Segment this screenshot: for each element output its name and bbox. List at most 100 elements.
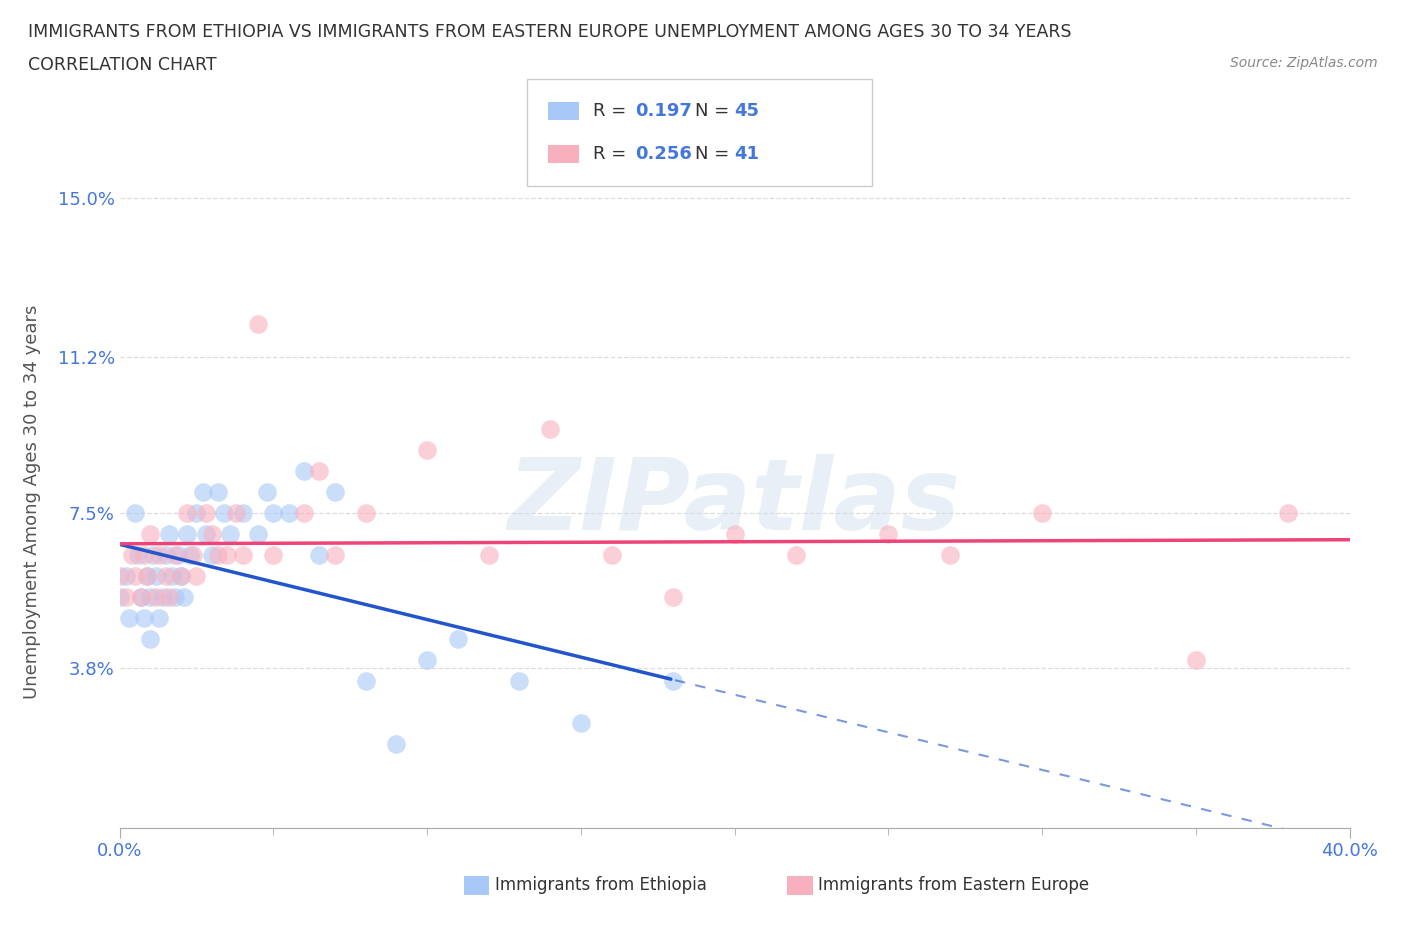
Point: [416, 443, 439, 458]
Point: [127, 547, 149, 562]
Text: Source: ZipAtlas.com: Source: ZipAtlas.com: [1230, 56, 1378, 70]
Point: [157, 590, 180, 604]
Point: [207, 485, 229, 499]
Point: [217, 547, 239, 562]
Point: [246, 316, 269, 331]
Point: [148, 547, 170, 562]
Point: [262, 505, 284, 520]
Point: [167, 547, 190, 562]
Point: [354, 673, 377, 688]
Point: [939, 547, 962, 562]
Point: [152, 590, 174, 604]
Point: [118, 610, 141, 625]
Text: Immigrants from Eastern Europe: Immigrants from Eastern Europe: [818, 876, 1090, 895]
Point: [508, 673, 530, 688]
Text: 41: 41: [734, 145, 759, 163]
Point: [723, 526, 745, 541]
Point: [129, 590, 152, 604]
Text: R =: R =: [593, 145, 633, 163]
Point: [292, 463, 315, 478]
Point: [256, 485, 278, 499]
Point: [477, 547, 501, 562]
Point: [142, 547, 165, 562]
Text: R =: R =: [593, 102, 633, 120]
Point: [600, 547, 623, 562]
Point: [194, 526, 217, 541]
Text: Immigrants from Ethiopia: Immigrants from Ethiopia: [495, 876, 707, 895]
Point: [212, 505, 235, 520]
Point: [132, 547, 156, 562]
Point: [145, 568, 167, 583]
Point: [277, 505, 299, 520]
Point: [170, 568, 193, 583]
Text: IMMIGRANTS FROM ETHIOPIA VS IMMIGRANTS FROM EASTERN EUROPE UNEMPLOYMENT AMONG AG: IMMIGRANTS FROM ETHIOPIA VS IMMIGRANTS F…: [28, 23, 1071, 41]
Point: [447, 631, 470, 646]
Point: [155, 547, 177, 562]
Point: [569, 715, 592, 730]
Point: [785, 547, 807, 562]
Point: [136, 568, 159, 583]
Point: [308, 547, 330, 562]
Text: CORRELATION CHART: CORRELATION CHART: [28, 56, 217, 73]
Point: [183, 547, 205, 562]
Point: [179, 547, 201, 562]
Point: [385, 737, 408, 751]
Point: [108, 568, 131, 583]
Point: [124, 568, 146, 583]
Point: [163, 590, 186, 604]
Point: [157, 526, 180, 541]
Point: [176, 526, 198, 541]
Point: [186, 505, 208, 520]
Point: [323, 547, 346, 562]
Point: [139, 526, 162, 541]
Point: [132, 610, 156, 625]
Point: [292, 505, 315, 520]
Point: [139, 631, 162, 646]
Text: 0.197: 0.197: [636, 102, 692, 120]
Point: [176, 505, 198, 520]
Point: [323, 485, 346, 499]
Point: [416, 652, 439, 667]
Text: ZIPatlas: ZIPatlas: [508, 454, 962, 551]
Point: [121, 547, 143, 562]
Point: [163, 547, 186, 562]
Point: [170, 568, 193, 583]
Point: [1031, 505, 1053, 520]
Text: 45: 45: [734, 102, 759, 120]
Point: [308, 463, 330, 478]
Text: 0.256: 0.256: [636, 145, 692, 163]
Point: [191, 485, 214, 499]
Point: [124, 505, 146, 520]
Point: [262, 547, 284, 562]
Point: [662, 673, 685, 688]
Point: [1185, 652, 1208, 667]
Point: [139, 590, 162, 604]
Point: [201, 526, 224, 541]
Point: [186, 568, 208, 583]
Point: [114, 590, 136, 604]
Point: [207, 547, 229, 562]
Point: [219, 526, 242, 541]
Text: N =: N =: [695, 145, 734, 163]
Point: [148, 610, 170, 625]
Point: [877, 526, 900, 541]
Point: [173, 590, 195, 604]
Y-axis label: Unemployment Among Ages 30 to 34 years: Unemployment Among Ages 30 to 34 years: [22, 305, 41, 699]
Point: [354, 505, 377, 520]
Point: [1277, 505, 1299, 520]
Point: [231, 547, 254, 562]
Point: [155, 568, 177, 583]
Point: [194, 505, 217, 520]
Point: [538, 421, 561, 436]
Point: [160, 568, 183, 583]
Point: [662, 590, 685, 604]
Point: [225, 505, 247, 520]
Point: [246, 526, 269, 541]
Point: [114, 568, 136, 583]
Point: [136, 568, 159, 583]
Point: [129, 590, 152, 604]
Point: [201, 547, 224, 562]
Text: N =: N =: [695, 102, 734, 120]
Point: [231, 505, 254, 520]
Point: [108, 590, 131, 604]
